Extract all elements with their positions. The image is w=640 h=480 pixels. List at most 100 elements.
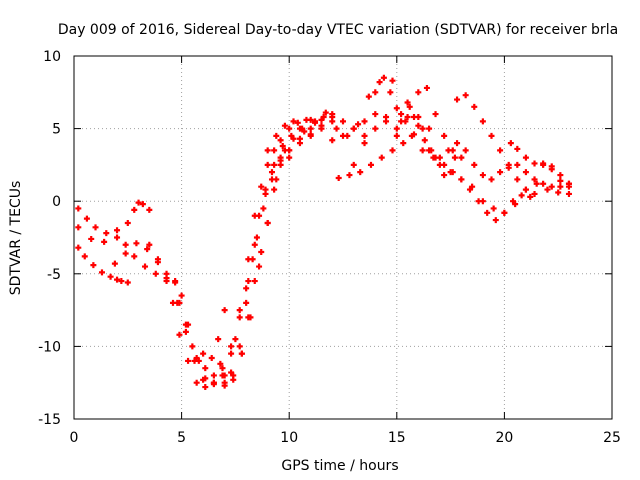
data-point <box>557 177 564 184</box>
data-point <box>98 269 105 276</box>
data-point <box>449 169 456 176</box>
data-point <box>372 111 379 118</box>
data-point <box>322 109 329 116</box>
data-point <box>514 145 521 152</box>
data-point <box>471 103 478 110</box>
data-point <box>146 206 153 213</box>
data-point <box>335 174 342 181</box>
data-point <box>421 137 428 144</box>
data-point <box>273 132 280 139</box>
data-point <box>555 189 562 196</box>
y-tick-label: 0 <box>52 194 61 210</box>
chart-title: Day 009 of 2016, Sidereal Day-to-day VTE… <box>58 22 618 38</box>
data-point <box>296 140 303 147</box>
data-point <box>238 350 245 357</box>
data-point <box>124 279 131 286</box>
x-tick-label: 15 <box>388 430 406 446</box>
data-point <box>228 343 235 350</box>
data-point <box>247 314 254 321</box>
data-point <box>454 140 461 147</box>
data-point <box>307 125 314 132</box>
data-point <box>131 206 138 213</box>
data-point <box>404 113 411 120</box>
data-point <box>236 343 243 350</box>
data-point <box>400 140 407 147</box>
data-point <box>411 131 418 138</box>
data-point <box>258 183 265 190</box>
data-point <box>103 230 110 237</box>
data-point <box>152 270 159 277</box>
data-point <box>557 172 564 179</box>
data-point <box>458 176 465 183</box>
data-point <box>393 105 400 112</box>
data-series <box>75 199 153 237</box>
data-point <box>111 260 118 267</box>
data-point <box>176 299 183 306</box>
data-point <box>540 180 547 187</box>
data-point <box>251 241 258 248</box>
grid <box>74 56 612 419</box>
data-point <box>169 299 176 306</box>
data-point <box>202 375 209 382</box>
data-point <box>122 250 129 257</box>
data-point <box>510 198 517 205</box>
data-point <box>277 161 284 168</box>
data-point <box>389 77 396 84</box>
data-point <box>380 74 387 81</box>
data-point <box>154 256 161 263</box>
data-point <box>333 125 340 132</box>
data-point <box>182 321 189 328</box>
data-point <box>514 161 521 168</box>
data-point <box>365 93 372 100</box>
y-tick-label: -5 <box>47 267 61 283</box>
data-point <box>249 256 256 263</box>
data-point <box>215 336 222 343</box>
data-point <box>118 278 125 285</box>
data-point <box>101 238 108 245</box>
data-point <box>271 186 278 193</box>
data-point <box>294 119 301 126</box>
data-point <box>256 263 263 270</box>
data-series <box>393 113 572 190</box>
data-point <box>411 113 418 120</box>
data-point <box>565 183 572 190</box>
data-point <box>219 365 226 372</box>
data-point <box>281 147 288 154</box>
data-point <box>185 357 192 364</box>
data-point <box>236 314 243 321</box>
data-point <box>361 118 368 125</box>
data-point <box>200 350 207 357</box>
data-point <box>484 209 491 216</box>
data-point <box>361 140 368 147</box>
data-point <box>419 147 426 154</box>
data-point <box>393 132 400 139</box>
data-point <box>426 125 433 132</box>
data-point <box>402 118 409 125</box>
data-point <box>230 376 237 383</box>
data-point <box>423 84 430 91</box>
data-point <box>131 253 138 260</box>
data-point <box>436 161 443 168</box>
data-series <box>111 116 314 391</box>
data-point <box>271 147 278 154</box>
data-point <box>531 190 538 197</box>
data-point <box>378 154 385 161</box>
data-point <box>350 125 357 132</box>
data-point <box>124 219 131 226</box>
data-point <box>428 147 435 154</box>
data-point <box>454 96 461 103</box>
data-point <box>260 205 267 212</box>
data-point <box>393 125 400 132</box>
data-point <box>383 118 390 125</box>
data-series <box>540 160 572 190</box>
data-point <box>217 360 224 367</box>
data-point <box>548 166 555 173</box>
data-point <box>142 263 149 270</box>
data-point <box>488 176 495 183</box>
data-point <box>232 336 239 343</box>
y-axis-label: SDTVAR / TECUs <box>8 181 24 296</box>
data-point <box>372 89 379 96</box>
data-point <box>208 355 215 362</box>
data-point <box>273 176 280 183</box>
